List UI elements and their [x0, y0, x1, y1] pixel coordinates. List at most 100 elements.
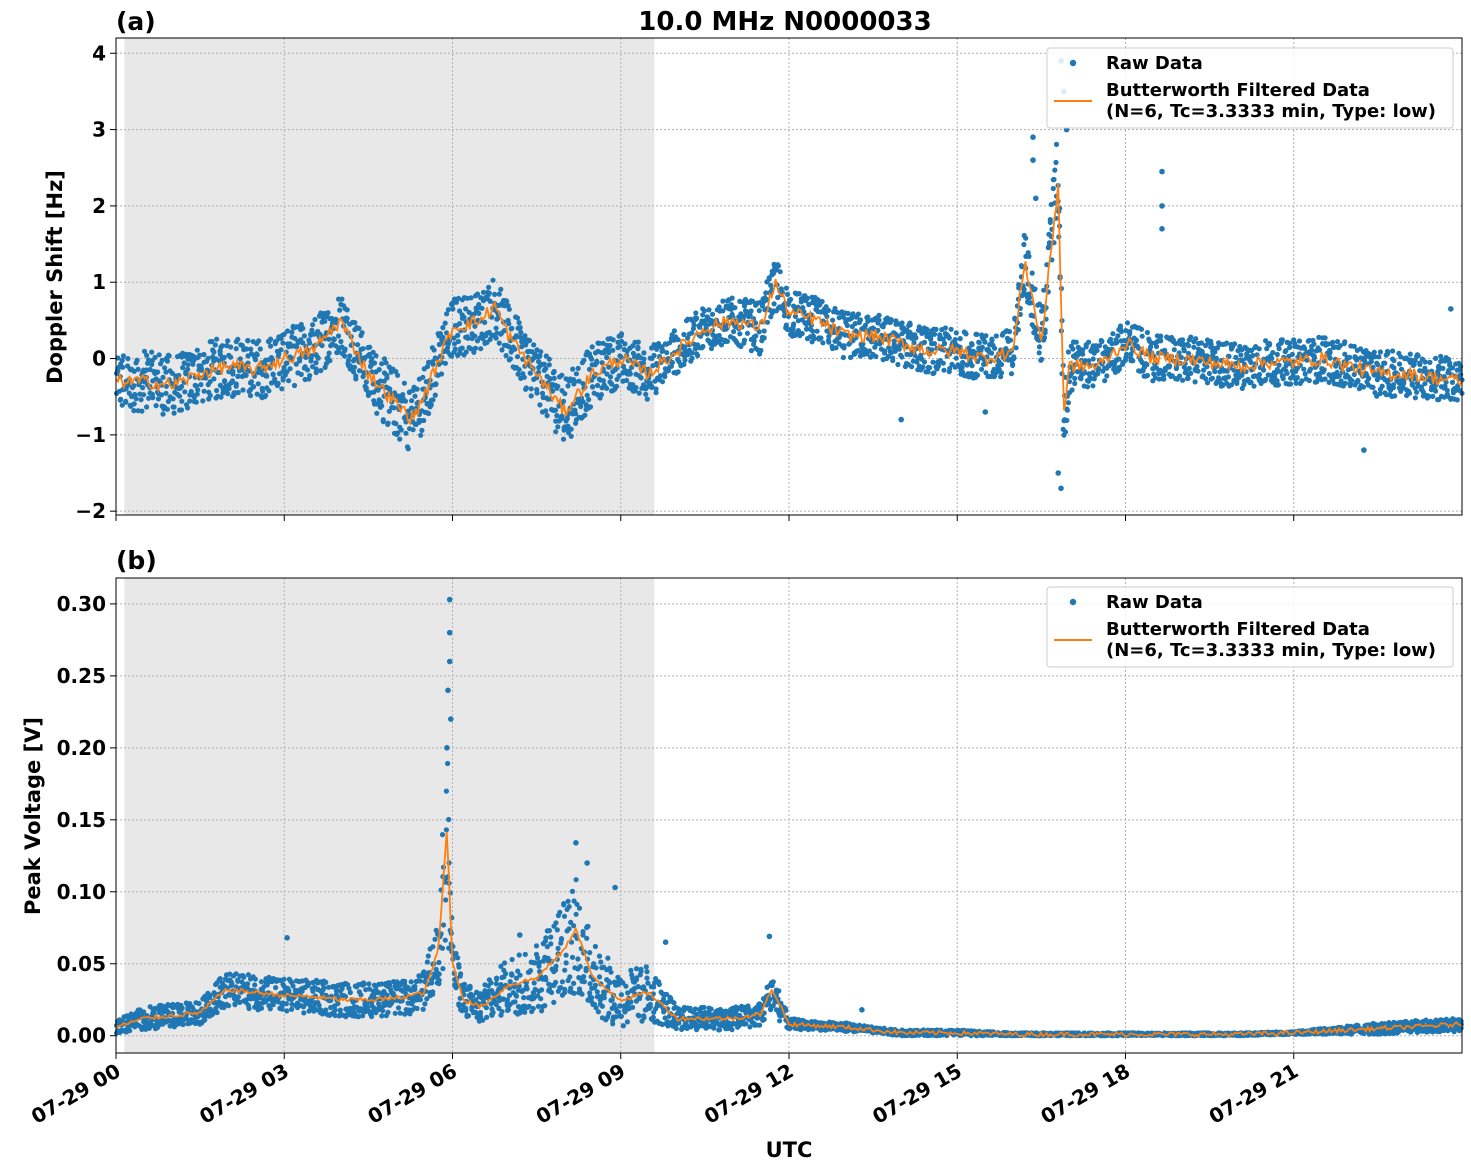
raw-data-point [1192, 379, 1198, 385]
raw-data-point [930, 359, 936, 365]
raw-data-point [379, 403, 385, 409]
raw-data-point [180, 1021, 186, 1028]
raw-data-point [281, 331, 287, 337]
raw-data-point [543, 977, 549, 983]
raw-data-point [235, 994, 241, 1000]
raw-data-point [494, 330, 500, 336]
raw-data-point [1311, 341, 1317, 347]
raw-data-point [624, 1019, 631, 1025]
raw-data-point [1110, 331, 1116, 337]
raw-data-point [551, 999, 557, 1006]
raw-data-point [1379, 383, 1385, 389]
raw-data-point [728, 302, 734, 308]
raw-data-point [1053, 141, 1060, 147]
raw-data-point [353, 376, 359, 382]
raw-data-point [484, 1014, 490, 1020]
raw-data-point [692, 346, 698, 352]
raw-data-point [1065, 400, 1071, 406]
raw-data-point [569, 954, 576, 960]
raw-data-point [1396, 361, 1403, 367]
raw-data-point [528, 393, 534, 399]
raw-data-point [438, 371, 445, 377]
raw-data-point [144, 352, 150, 358]
raw-data-point [561, 901, 567, 907]
raw-data-point [518, 329, 524, 335]
raw-data-point [465, 335, 471, 341]
raw-data-point [732, 305, 738, 311]
raw-data-point [572, 379, 578, 385]
raw-data-point [1032, 286, 1038, 292]
raw-data-point [376, 367, 382, 373]
raw-data-point [823, 304, 829, 310]
raw-data-point [581, 357, 587, 363]
raw-data-point [909, 364, 915, 370]
raw-data-point [350, 369, 357, 375]
raw-data-point [171, 404, 177, 410]
raw-data-point [228, 344, 234, 350]
raw-data-point [548, 941, 554, 947]
raw-data-point [537, 402, 543, 408]
raw-data-point [1193, 336, 1199, 342]
raw-data-point [395, 430, 401, 436]
raw-data-point [992, 345, 998, 351]
raw-data-point [503, 353, 509, 359]
raw-data-point [474, 291, 481, 297]
raw-data-point [596, 974, 603, 980]
raw-data-point [1161, 376, 1167, 382]
raw-data-point [327, 358, 333, 364]
raw-data-point [398, 427, 404, 433]
raw-data-point [344, 315, 350, 322]
raw-data-point [573, 411, 579, 417]
raw-data-point [496, 340, 502, 346]
raw-data-point [888, 349, 895, 356]
raw-data-point [555, 424, 561, 430]
raw-data-point [840, 354, 847, 361]
raw-data-point [1010, 362, 1016, 368]
raw-data-point [653, 390, 659, 396]
raw-data-point [931, 341, 938, 347]
raw-data-point [369, 1013, 375, 1020]
raw-data-point [771, 301, 777, 307]
raw-data-point [1039, 356, 1045, 362]
raw-data-point [641, 350, 647, 356]
raw-data-point [1086, 339, 1092, 345]
raw-data-point [254, 391, 260, 397]
legend-filtered-label-line: Butterworth Filtered Data [1106, 80, 1370, 101]
raw-data-point [618, 354, 624, 360]
raw-data-point [553, 979, 559, 986]
raw-data-point [616, 373, 622, 379]
raw-data-point [347, 363, 353, 369]
raw-data-point [744, 330, 751, 336]
raw-data-point [675, 337, 681, 343]
raw-data-point [598, 959, 604, 965]
raw-data-point [788, 296, 794, 302]
raw-data-point [337, 307, 343, 313]
raw-data-point [467, 983, 473, 989]
raw-data-point [953, 330, 959, 336]
raw-data-point [571, 980, 577, 987]
raw-data-point [729, 295, 735, 301]
raw-data-point [344, 307, 350, 313]
raw-data-point [1036, 344, 1043, 350]
raw-data-point [1117, 323, 1124, 329]
raw-data-point [1055, 470, 1061, 476]
raw-data-point [777, 1018, 783, 1024]
raw-data-point [134, 357, 140, 363]
raw-data-point [266, 388, 272, 394]
raw-data-point [604, 385, 610, 391]
raw-data-point [563, 960, 569, 966]
raw-data-point [436, 959, 442, 966]
raw-data-point [312, 316, 318, 323]
raw-data-point [1069, 387, 1075, 393]
raw-data-point [163, 390, 169, 396]
raw-data-point [609, 997, 615, 1003]
raw-data-point [792, 313, 799, 319]
raw-data-point [775, 263, 782, 269]
raw-data-point [258, 1005, 265, 1011]
raw-data-point [194, 347, 200, 353]
raw-data-point [806, 318, 812, 324]
raw-data-point [268, 336, 274, 342]
raw-data-point [669, 359, 676, 366]
raw-data-point [490, 277, 496, 283]
raw-data-point [201, 388, 207, 394]
